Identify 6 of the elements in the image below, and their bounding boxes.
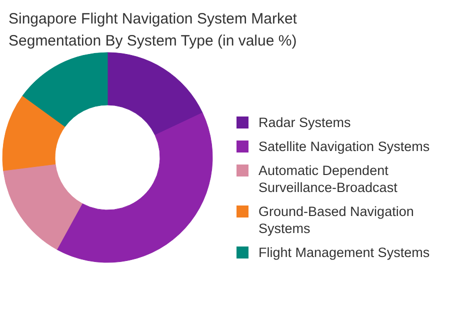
- legend-label: Satellite Navigation Systems: [258, 139, 430, 154]
- legend-label: Flight Management Systems: [258, 245, 430, 260]
- legend-label: Ground-Based Navigation Systems: [258, 204, 414, 236]
- legend-label: Radar Systems: [258, 115, 352, 130]
- legend-label: Automatic Dependent Surveillance-Broadcast: [258, 163, 398, 195]
- chart-title: Singapore Flight Navigation System Market Segmentation By System Type (in value %): [8, 10, 298, 50]
